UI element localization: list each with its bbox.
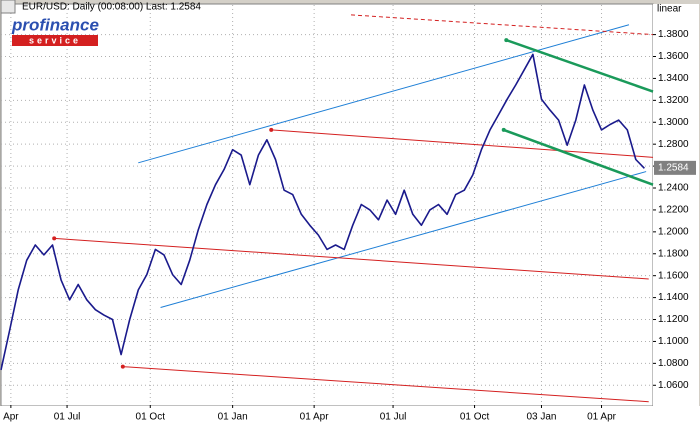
x-tick-label: 01 Jul (54, 412, 81, 423)
trendlines (52, 14, 654, 403)
plot-area (0, 3, 654, 407)
y-tick-label: 1.3400 (658, 73, 689, 84)
trendline (160, 171, 647, 308)
y-tick-label: 1.3200 (658, 95, 689, 106)
trendline-anchor (52, 236, 57, 241)
x-tick-label: 01 Apr (587, 412, 617, 423)
trendline-anchor (501, 127, 506, 132)
last-value-box (654, 160, 696, 175)
logo-bottom: service (29, 35, 81, 45)
x-tick-label: 03 Jan (526, 412, 556, 423)
x-tick-label: 01 Apr (300, 412, 330, 423)
y-tick-label: 1.0800 (658, 358, 689, 369)
x-tick-label: 01 Oct (136, 412, 166, 423)
x-tick-label: Apr (3, 412, 19, 423)
x-axis-area (0, 406, 700, 426)
logo-box (12, 35, 98, 46)
last-value-label: 1.2584 (658, 162, 689, 173)
y-tick-label: 1.3800 (658, 29, 689, 40)
chart-title: EUR/USD: Daily (00:08:00) Last: 1.2584 (22, 2, 201, 13)
y-tick-label: 1.1000 (658, 336, 689, 347)
trendline (122, 366, 649, 403)
grid (1, 5, 653, 405)
axis-area (653, 4, 699, 406)
y-tick-label: 1.3000 (658, 117, 689, 128)
y-tick-label: 1.1800 (658, 248, 689, 259)
axes: 1.0600 1.0800 1.1000 1.1200 1.1400 1.1600 1.18… (3, 29, 696, 423)
y-tick-label: 1.2200 (658, 205, 689, 216)
y-tick-label: 1.1200 (658, 314, 689, 325)
trendline (138, 24, 630, 164)
top-bar (0, 0, 700, 3)
y-tick-label: 1.2000 (658, 226, 689, 237)
price-line (0, 53, 645, 371)
y-tick-label: 1.1600 (658, 270, 689, 281)
x-tick-label: 01 Jul (380, 412, 407, 423)
trendline (54, 237, 649, 280)
trendline (503, 128, 654, 186)
y-tick-label: 1.1400 (658, 292, 689, 303)
trendline-anchor (120, 364, 125, 369)
x-tick-label: 01 Jan (218, 412, 248, 423)
trendline-anchor (504, 38, 509, 43)
x-tick-label: 01 Oct (460, 412, 490, 423)
menu-button[interactable] (0, 0, 16, 14)
y-tick-label: 1.2800 (658, 139, 689, 150)
logo-top: profinance (11, 15, 99, 34)
scale-label: linear (657, 4, 682, 15)
trendline (271, 129, 654, 158)
y-tick-label: 1.2400 (658, 183, 689, 194)
trendline (350, 14, 654, 36)
trendline-anchor (269, 127, 274, 132)
series (0, 53, 645, 371)
y-tick-label: 1.0600 (658, 380, 689, 391)
trendline (505, 38, 654, 93)
y-tick-label: 1.3600 (658, 51, 689, 62)
